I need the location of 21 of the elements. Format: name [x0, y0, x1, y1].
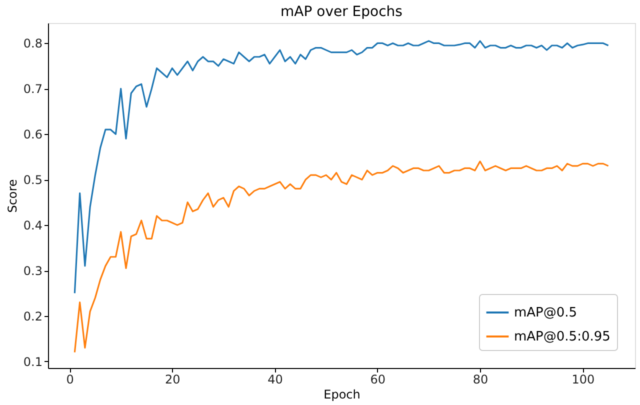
x-axis-title: Epoch	[324, 388, 360, 402]
x-tick-label: 80	[472, 372, 488, 386]
x-tick-label: 0	[66, 372, 74, 386]
y-tick-label: 0.7	[23, 82, 42, 96]
x-tick-label: 100	[572, 372, 595, 386]
line-series	[74, 40, 610, 294]
chart-title: mAP over Epochs	[280, 4, 402, 20]
y-tick-label: 0.3	[23, 264, 42, 278]
x-tick-label: 40	[268, 372, 283, 386]
line-series	[74, 160, 610, 354]
y-tick-label: 0.6	[23, 128, 42, 142]
y-tick-label: 0.5	[23, 173, 42, 188]
y-tick-label: 0.1	[23, 354, 42, 369]
y-tick-label: 0.8	[23, 36, 42, 51]
legend-label: mAP@0.5	[514, 306, 578, 320]
legend-label: mAP@0.5:0.95	[514, 330, 610, 344]
y-tick-label: 0.4	[23, 218, 42, 233]
x-tick-label: 60	[370, 372, 386, 386]
y-tick-label: 0.2	[23, 309, 42, 324]
x-tick-label: 20	[165, 372, 180, 386]
y-axis-title: Score	[5, 179, 20, 213]
